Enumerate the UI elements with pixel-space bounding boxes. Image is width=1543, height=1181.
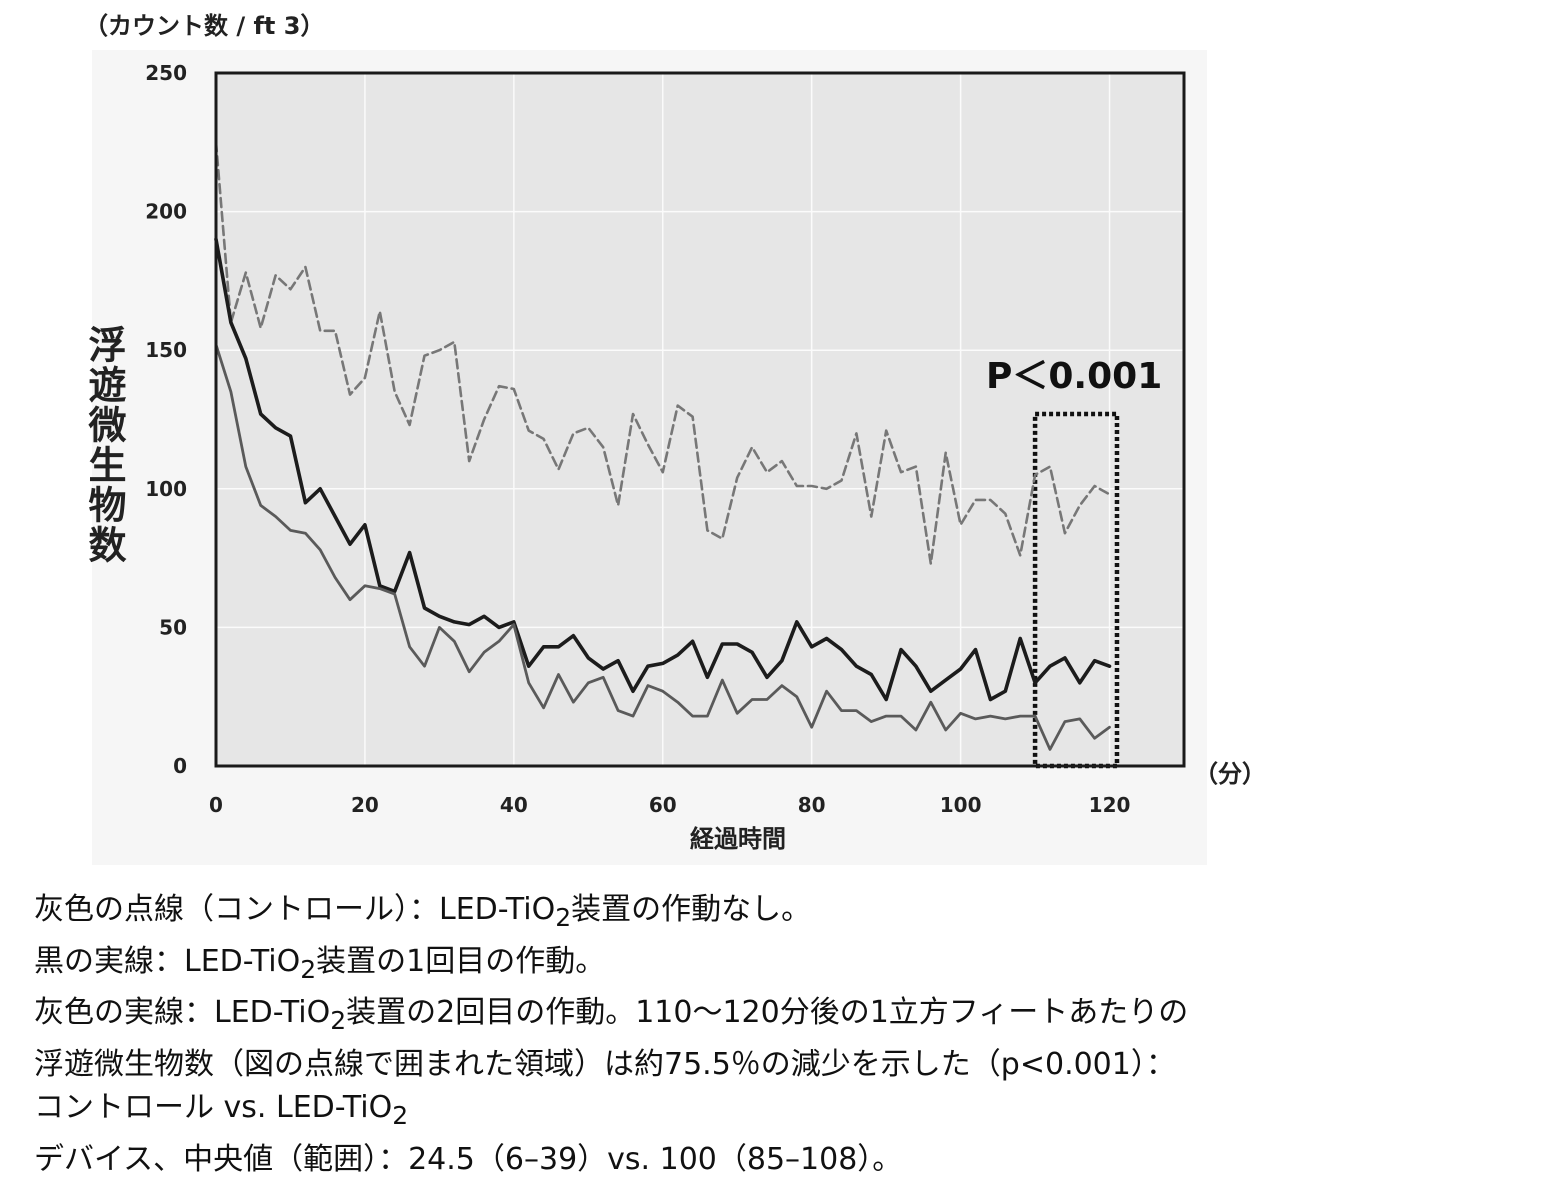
- caption-subscript: 2: [555, 903, 571, 932]
- y-tick-label: 250: [145, 61, 187, 85]
- caption-line: 灰色の実線：LED-TiO2装置の2回目の作動。110～120分後の1立方フィー…: [34, 991, 1524, 1043]
- y-axis-unit: （カウント数 / ft 3）: [84, 12, 324, 40]
- caption-line: デバイス、中央値（範囲）：24.5（6–39）vs. 100（85–108）。: [34, 1138, 1524, 1181]
- x-tick-label: 100: [940, 793, 982, 817]
- line-chart: 0 50 100 150 200 250 0 20 40 60 80 100 120 （カウント数 /…: [0, 0, 1543, 870]
- caption-text: 装置の2回目の作動。110～120分後の1立方フィートあたりの: [346, 995, 1188, 1030]
- x-tick-label: 0: [209, 793, 223, 817]
- caption-line: 灰色の点線（コントロール）：LED-TiO2装置の作動なし。: [34, 888, 1524, 940]
- x-tick-label: 120: [1089, 793, 1131, 817]
- x-axis-unit: （分）: [1194, 760, 1266, 788]
- caption-text: 装置の1回目の作動。: [316, 944, 605, 979]
- caption-subscript: 2: [392, 1101, 408, 1130]
- y-tick-label: 50: [159, 615, 187, 639]
- caption-line: コントロール vs. LED-TiO2: [34, 1086, 1524, 1138]
- y-tick-label: 150: [145, 338, 187, 362]
- caption-subscript: 2: [330, 1006, 346, 1035]
- x-axis-label: 経過時間: [690, 825, 786, 853]
- x-tick-label: 80: [798, 793, 826, 817]
- x-tick-label: 60: [649, 793, 677, 817]
- y-tick-label: 200: [145, 200, 187, 224]
- chart-area: 0 50 100 150 200 250 0 20 40 60 80 100 120 （カウント数 /…: [0, 0, 1543, 870]
- caption-text: 灰色の実線：LED-TiO: [34, 995, 330, 1030]
- x-tick-label: 40: [500, 793, 528, 817]
- caption-line: 黒の実線：LED-TiO2装置の1回目の作動。: [34, 940, 1524, 992]
- caption-text: 黒の実線：LED-TiO: [34, 944, 300, 979]
- figure-caption: 灰色の点線（コントロール）：LED-TiO2装置の作動なし。 黒の実線：LED-…: [34, 888, 1524, 1181]
- y-tick-label: 100: [145, 477, 187, 501]
- caption-text: 灰色の点線（コントロール）：LED-TiO: [34, 892, 555, 927]
- y-tick-label: 0: [173, 754, 187, 778]
- p-value-annotation: P＜0.001: [986, 356, 1162, 397]
- y-axis-label: 浮遊微生物数: [82, 325, 127, 565]
- caption-subscript: 2: [300, 955, 316, 984]
- caption-text: コントロール vs. LED-TiO: [34, 1090, 392, 1125]
- caption-text: 装置の作動なし。: [571, 892, 811, 927]
- x-tick-label: 20: [351, 793, 379, 817]
- caption-line: 浮遊微生物数（図の点線で囲まれた領域）は約75.5％の減少を示した（p<0.00…: [34, 1043, 1524, 1087]
